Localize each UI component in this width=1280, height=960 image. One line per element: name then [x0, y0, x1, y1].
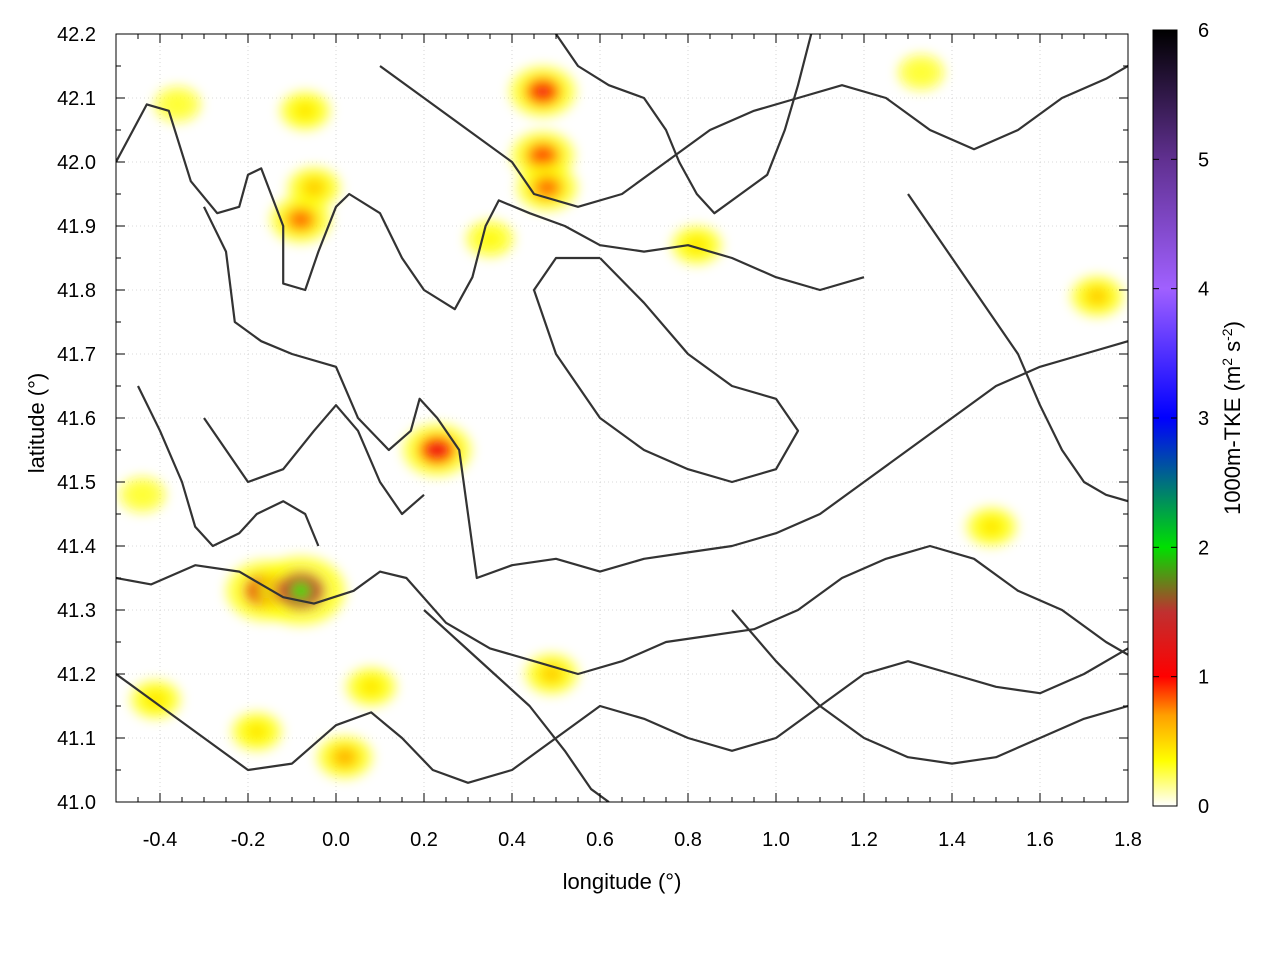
contour-line	[423, 609, 610, 802]
x-axis-title: longitude (°)	[563, 869, 682, 894]
contour-line	[137, 385, 320, 548]
tke-hotspot-core	[172, 100, 183, 109]
tke-heatmap-layer	[119, 54, 1124, 779]
y-axis-ticks: 41.0 41.1 41.2 41.3 41.4 41.5 41.6 41.7 41.8 41.9…	[57, 24, 1128, 814]
x-axis-ticks: -0.4 -0.2 0.0 0.2 0.4 0.6 0.8 1.0 1.2 1.4 1.6 1.8	[115, 34, 1142, 851]
tke-hotspot-core	[535, 149, 550, 162]
x-tick-label: 0.0	[322, 829, 350, 851]
y-tick-label: 41.0	[57, 792, 96, 814]
tke-hotspot-core	[985, 522, 998, 532]
x-tick-label: -0.4	[143, 829, 177, 851]
y-tick-label: 41.6	[57, 408, 96, 430]
y-tick-label: 41.4	[57, 536, 96, 558]
colorbar-tick-label: 1	[1198, 667, 1209, 689]
contour-line	[907, 193, 1128, 503]
x-tick-label: 0.6	[586, 829, 614, 851]
y-tick-label: 41.8	[57, 280, 96, 302]
y-tick-label: 41.7	[57, 344, 96, 366]
tke-hotspot-core	[251, 726, 263, 737]
x-tick-label: 1.2	[850, 829, 878, 851]
y-tick-label: 41.3	[57, 600, 96, 622]
x-tick-label: 1.0	[762, 829, 790, 851]
colorbar-tick-label: 4	[1198, 279, 1209, 301]
colorbar-tick-label: 5	[1198, 149, 1209, 171]
y-tick-label: 41.9	[57, 216, 96, 238]
x-tick-label: 0.2	[410, 829, 438, 851]
y-tick-label: 42.2	[57, 24, 96, 46]
x-tick-label: 0.4	[498, 829, 526, 851]
tke-hotspot-core	[1091, 291, 1104, 302]
x-tick-label: 0.8	[674, 829, 702, 851]
tke-hotspot-core	[365, 682, 377, 692]
contour-line	[203, 206, 1128, 580]
tke-hotspot-core	[484, 234, 496, 244]
colorbar-ticks: 0 1 2 3 4 5 6	[1153, 20, 1209, 818]
tke-hotspot-core	[429, 443, 446, 457]
y-tick-label: 41.2	[57, 664, 96, 686]
tke-hotspot-core	[137, 490, 148, 500]
contour-line	[203, 404, 425, 516]
tke-hotspot-core	[535, 85, 551, 98]
colorbar-tick-label: 3	[1198, 408, 1209, 430]
y-tick-label: 42.0	[57, 152, 96, 174]
tke-hotspot-core	[915, 68, 927, 77]
tke-hotspot-core	[293, 213, 308, 226]
colorbar-tick-label: 6	[1198, 20, 1209, 42]
colorbar-tick-label: 2	[1198, 537, 1209, 559]
tke-hotspot-core	[545, 669, 558, 679]
contour-line	[532, 256, 800, 484]
y-tick-label: 41.5	[57, 472, 96, 494]
contour-line	[116, 647, 1128, 784]
y-tick-label: 41.1	[57, 728, 96, 750]
x-tick-label: -0.2	[231, 829, 265, 851]
tke-hotspot-core	[299, 106, 311, 116]
contour-line	[731, 609, 1128, 765]
x-tick-label: 1.8	[1114, 829, 1142, 851]
x-tick-label: 1.6	[1026, 829, 1054, 851]
colorbar-title: 1000m-TKE (m2 s-2)	[1219, 321, 1245, 515]
contour-line	[116, 103, 865, 311]
contour-line	[116, 544, 1128, 676]
colorbar-tick-label: 0	[1198, 796, 1209, 818]
contour-layer	[116, 34, 1128, 802]
tke-hotspot-core	[540, 181, 555, 194]
contour-line	[555, 34, 813, 215]
contour-line	[379, 65, 1128, 208]
x-tick-label: 1.4	[938, 829, 966, 851]
y-tick-label: 42.1	[57, 88, 96, 110]
tke-hotspot-core	[290, 582, 311, 600]
tke-hotspot-core	[338, 751, 352, 763]
y-axis-title: latitude (°)	[24, 373, 49, 474]
tke-hotspot-core	[308, 182, 320, 193]
